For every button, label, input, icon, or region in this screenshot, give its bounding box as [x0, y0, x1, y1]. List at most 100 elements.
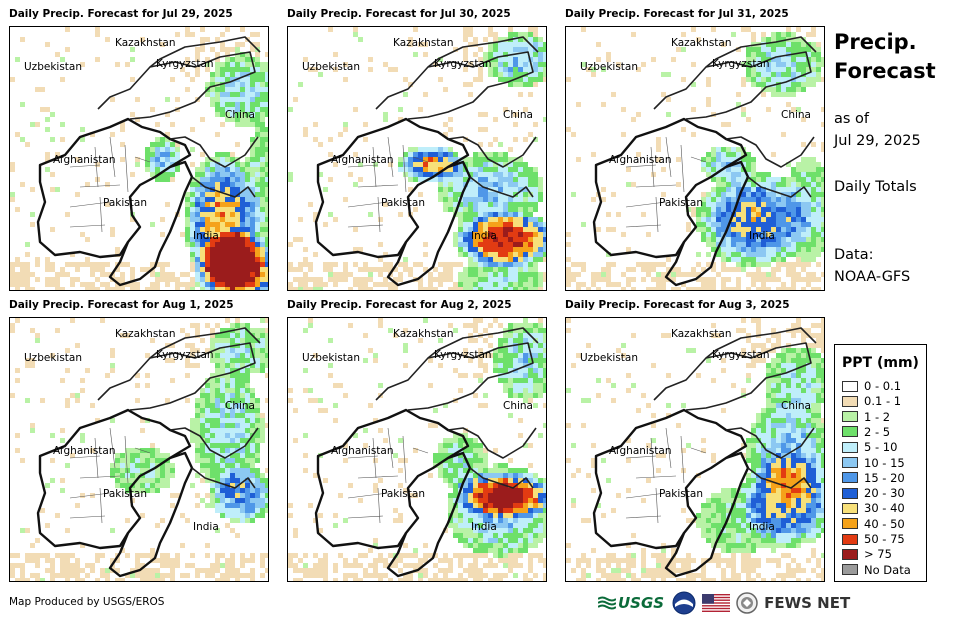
precip-cell — [806, 252, 811, 257]
precip-cell — [230, 237, 235, 242]
precip-cell — [498, 503, 503, 508]
precip-cell — [230, 217, 235, 222]
precip-cell — [488, 47, 493, 52]
precip-cell — [776, 418, 781, 423]
precip-cell — [260, 157, 265, 162]
precip-cell — [130, 448, 135, 453]
precip-cell — [255, 242, 260, 247]
precip-cell — [333, 262, 338, 267]
precip-cell — [458, 553, 463, 558]
precip-cell — [528, 488, 533, 493]
precip-cell — [811, 27, 816, 32]
precip-cell — [260, 483, 265, 488]
precip-cell — [766, 383, 771, 388]
precip-cell — [220, 122, 225, 127]
precip-cell — [215, 443, 220, 448]
precip-cell — [463, 247, 468, 252]
precip-cell — [195, 262, 200, 267]
precip-cell — [518, 323, 523, 328]
precip-cell — [498, 267, 503, 272]
country-border — [375, 51, 534, 120]
precip-cell — [313, 252, 318, 257]
precip-cell — [811, 82, 816, 87]
precip-cell — [493, 192, 498, 197]
precip-cell — [225, 348, 230, 353]
precip-cell — [458, 212, 463, 217]
precip-cell — [791, 353, 796, 358]
precip-cell — [806, 77, 811, 82]
precip-cell — [145, 353, 150, 358]
precip-cell — [766, 257, 771, 262]
precip-cell — [230, 468, 235, 473]
precip-cell — [488, 277, 493, 282]
precip-cell — [528, 132, 533, 137]
precip-cell — [488, 543, 493, 548]
precip-cell — [240, 262, 245, 267]
precip-cell — [601, 272, 606, 277]
precip-cell — [488, 343, 493, 348]
precip-cell — [513, 363, 518, 368]
precip-cell — [20, 262, 25, 267]
precip-cell — [736, 147, 741, 152]
precip-cell — [130, 77, 135, 82]
precip-cell — [240, 518, 245, 523]
precip-cell — [816, 368, 821, 373]
precip-cell — [701, 217, 706, 222]
precip-cell — [265, 338, 268, 343]
precip-cell — [125, 488, 130, 493]
precip-cell — [821, 202, 824, 207]
precip-cell — [438, 152, 443, 157]
precip-cell — [225, 237, 230, 242]
precip-cell — [165, 468, 170, 473]
precip-cell — [65, 463, 70, 468]
precip-cell — [483, 172, 488, 177]
precip-cell — [230, 378, 235, 383]
precip-cell — [523, 503, 528, 508]
precip-cell — [771, 363, 776, 368]
precip-cell — [508, 232, 513, 237]
precip-cell — [771, 358, 776, 363]
precip-cell — [235, 267, 240, 272]
panel-title: Daily Precip. Forecast for Aug 2, 2025 — [287, 299, 512, 311]
precip-cell — [245, 172, 250, 177]
precip-cell — [220, 87, 225, 92]
precip-cell — [816, 77, 821, 82]
precip-cell — [245, 242, 250, 247]
precip-cell — [781, 257, 786, 262]
precip-cell — [756, 187, 761, 192]
precip-cell — [308, 568, 313, 573]
precip-cell — [150, 172, 155, 177]
precip-cell — [706, 227, 711, 232]
precip-cell — [518, 262, 523, 267]
precip-cell — [190, 207, 195, 212]
precip-cell — [45, 553, 50, 558]
precip-cell — [806, 32, 811, 37]
precip-cell — [726, 277, 731, 282]
precip-cell — [323, 568, 328, 573]
precip-cell — [215, 363, 220, 368]
precip-cell — [293, 528, 298, 533]
precip-cell — [235, 393, 240, 398]
precip-cell — [766, 363, 771, 368]
precip-cell — [323, 282, 328, 287]
precip-cell — [528, 323, 533, 328]
precip-cell — [746, 232, 751, 237]
precip-cell — [806, 277, 811, 282]
precip-cell — [200, 463, 205, 468]
precip-cell — [463, 523, 468, 528]
precip-cell — [458, 217, 463, 222]
precip-cell — [478, 67, 483, 72]
precip-cell — [180, 328, 185, 333]
precip-cell — [528, 363, 533, 368]
country-label: Afghanistan — [53, 154, 116, 166]
precip-cell — [518, 37, 523, 42]
precip-cell — [70, 573, 75, 578]
precip-cell — [85, 257, 90, 262]
precip-cell — [225, 373, 230, 378]
precip-cell — [786, 418, 791, 423]
precip-cell — [185, 363, 190, 368]
precip-cell — [661, 287, 666, 290]
precip-cell — [741, 242, 746, 247]
precip-cell — [245, 187, 250, 192]
precip-cell — [205, 232, 210, 237]
